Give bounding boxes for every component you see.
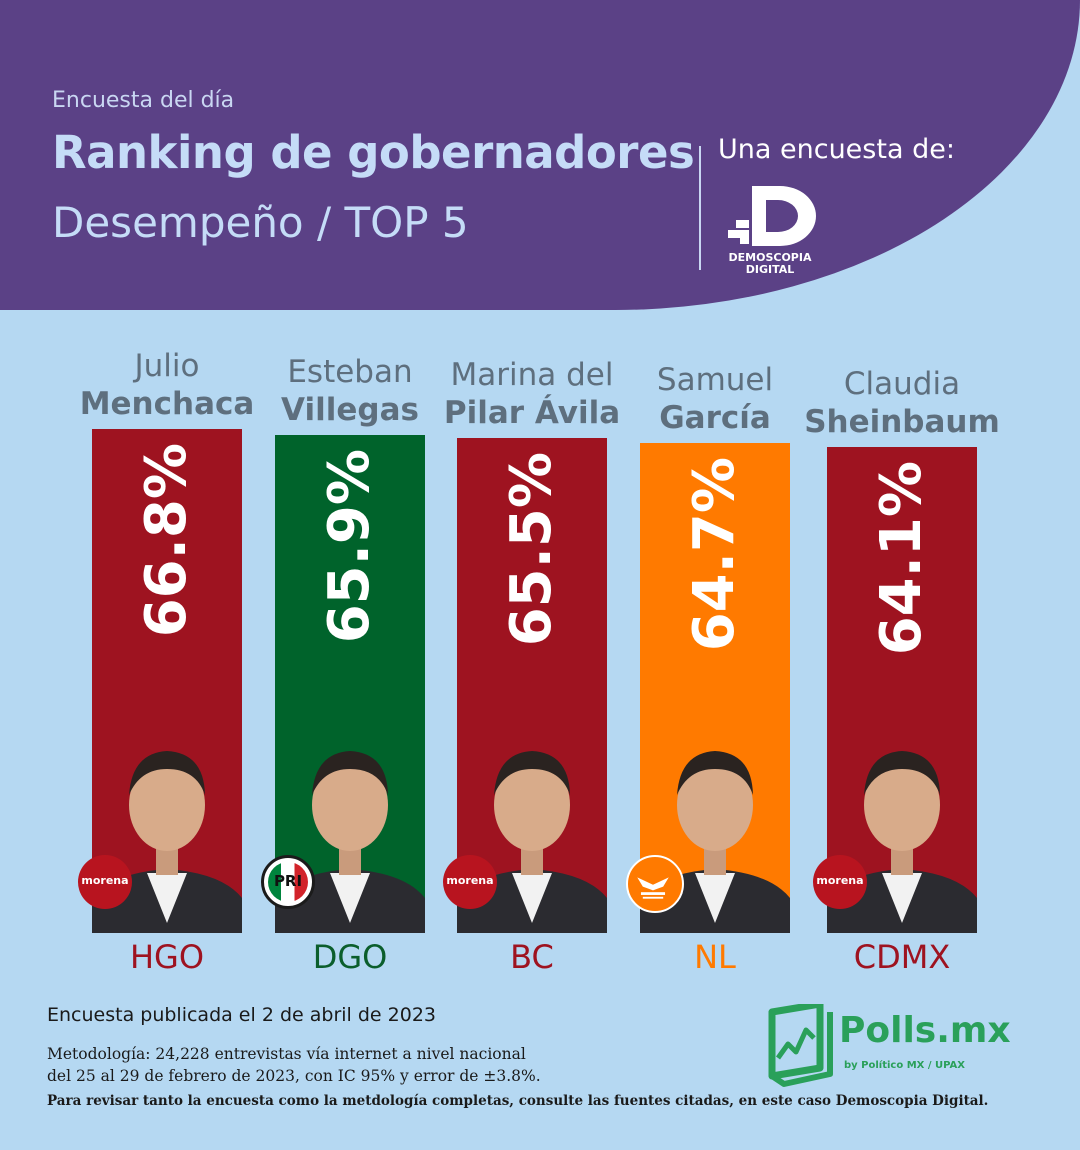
state-label: BC [510, 938, 554, 976]
candidate-last-name: Villegas [281, 392, 419, 429]
header-divider [699, 146, 701, 270]
candidate-last-name: Pilar Ávila [443, 395, 621, 431]
candidate-name: Julio Menchaca [67, 347, 267, 423]
state-label: DGO [312, 938, 388, 976]
movimiento-ciudadano-eagle-icon [626, 855, 684, 913]
poll-by-label: Una encuesta de: [718, 134, 955, 165]
value-label: 64.1% [869, 461, 934, 656]
methodology-line-1: Metodología: 24,228 entrevistas vía inte… [47, 1045, 526, 1063]
value-label: 66.8% [134, 443, 199, 638]
candidate-first-name: Esteban [287, 354, 413, 391]
state-label: HGO [129, 938, 205, 976]
pri-logo: PRI [261, 855, 315, 909]
morena-logo-text: morena [446, 874, 494, 887]
candidate-first-name: Samuel [656, 362, 774, 399]
sources-note: Para revisar tanto la encuesta como la m… [47, 1093, 989, 1109]
candidate-first-name: Julio [134, 348, 200, 385]
candidate-last-name: García [659, 400, 771, 437]
state-label: CDMX [853, 938, 951, 976]
pollsmx-chart-icon [768, 1000, 833, 1087]
pollsmx-name: Polls.mx [839, 1010, 1011, 1051]
bar-bc: 65.5% [457, 438, 607, 933]
bar-hgo: 66.8% [92, 429, 242, 933]
header-banner: Encuesta del día Ranking de gobernadores… [0, 0, 1080, 310]
candidate-name: Claudia Sheinbaum [802, 365, 1002, 441]
methodology: Metodología: 24,228 entrevistas vía inte… [47, 1043, 541, 1087]
page-subtitle: Desempeño / TOP 5 [52, 198, 469, 247]
candidate-name: Marina del Pilar Ávila [432, 356, 632, 432]
demoscopia-logo: DEMOSCOPIA DIGITAL [724, 182, 824, 278]
candidate-last-name: Menchaca [79, 386, 255, 423]
morena-logo: morena [443, 855, 497, 909]
pri-logo-text: PRI [273, 872, 303, 890]
candidate-name: Esteban Villegas [250, 353, 450, 429]
candidate-name: Samuel García [615, 361, 815, 437]
candidate-first-name: Claudia [843, 366, 961, 403]
morena-logo-text: morena [81, 874, 129, 887]
methodology-line-2: del 25 al 29 de febrero de 2023, con IC … [47, 1067, 541, 1085]
bar-dgo: 65.9% [275, 435, 425, 933]
candidate-last-name: Sheinbaum [804, 404, 1000, 441]
page-title: Ranking de gobernadores [52, 126, 695, 179]
demoscopia-name-line1: DEMOSCOPIA [728, 251, 812, 264]
pollsmx-logo: Polls.mx by Político MX / UPAX [764, 1000, 1034, 1088]
morena-logo-text: morena [816, 874, 864, 887]
state-label: NL [694, 938, 736, 976]
morena-logo: morena [813, 855, 867, 909]
value-label: 65.5% [499, 452, 564, 647]
bar-nl: 64.7% [640, 443, 790, 933]
candidate-first-name: Marina del [450, 357, 614, 393]
published-date: Encuesta publicada el 2 de abril de 2023 [47, 1004, 436, 1026]
value-label: 64.7% [682, 457, 747, 652]
pollsmx-tagline: by Político MX / UPAX [844, 1060, 965, 1071]
demoscopia-d-icon [728, 186, 816, 246]
kicker: Encuesta del día [52, 88, 235, 113]
demoscopia-name-line2: DIGITAL [745, 263, 795, 276]
value-label: 65.9% [317, 449, 382, 644]
morena-logo: morena [78, 855, 132, 909]
